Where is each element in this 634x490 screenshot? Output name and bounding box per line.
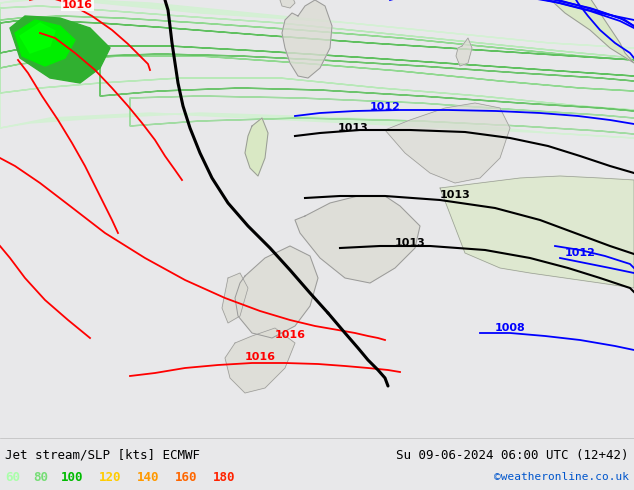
Polygon shape xyxy=(456,38,472,66)
Polygon shape xyxy=(20,23,55,53)
Polygon shape xyxy=(500,0,634,63)
Text: 120: 120 xyxy=(99,470,122,484)
Text: 1016: 1016 xyxy=(245,352,276,362)
Text: 1016: 1016 xyxy=(275,330,306,340)
Polygon shape xyxy=(0,21,634,76)
Polygon shape xyxy=(10,16,110,83)
Polygon shape xyxy=(15,20,75,66)
Polygon shape xyxy=(225,328,295,393)
Polygon shape xyxy=(222,273,248,323)
Polygon shape xyxy=(385,103,510,183)
Polygon shape xyxy=(235,246,318,338)
Text: Su 09-06-2024 06:00 UTC (12+42): Su 09-06-2024 06:00 UTC (12+42) xyxy=(396,448,629,462)
Polygon shape xyxy=(440,176,634,288)
Text: 140: 140 xyxy=(137,470,160,484)
Text: ©weatheronline.co.uk: ©weatheronline.co.uk xyxy=(494,472,629,482)
Text: 1012: 1012 xyxy=(370,102,401,112)
Polygon shape xyxy=(130,96,634,134)
Polygon shape xyxy=(0,16,634,91)
Polygon shape xyxy=(280,0,295,8)
Text: 1013: 1013 xyxy=(440,190,471,200)
Text: 1013: 1013 xyxy=(338,123,369,133)
Text: 80: 80 xyxy=(33,470,48,484)
Text: Jet stream/SLP [kts] ECMWF: Jet stream/SLP [kts] ECMWF xyxy=(5,448,200,462)
Text: 180: 180 xyxy=(213,470,235,484)
Polygon shape xyxy=(245,118,268,176)
Polygon shape xyxy=(0,0,634,138)
Polygon shape xyxy=(100,54,634,111)
Text: 100: 100 xyxy=(61,470,84,484)
Text: 1008: 1008 xyxy=(495,323,526,333)
Polygon shape xyxy=(282,0,332,78)
Text: 1012: 1012 xyxy=(565,248,596,258)
Text: 1016: 1016 xyxy=(62,0,93,10)
Text: 160: 160 xyxy=(175,470,198,484)
Text: 60: 60 xyxy=(5,470,20,484)
Polygon shape xyxy=(0,6,634,110)
Text: 1013: 1013 xyxy=(395,238,426,248)
Polygon shape xyxy=(295,196,420,283)
